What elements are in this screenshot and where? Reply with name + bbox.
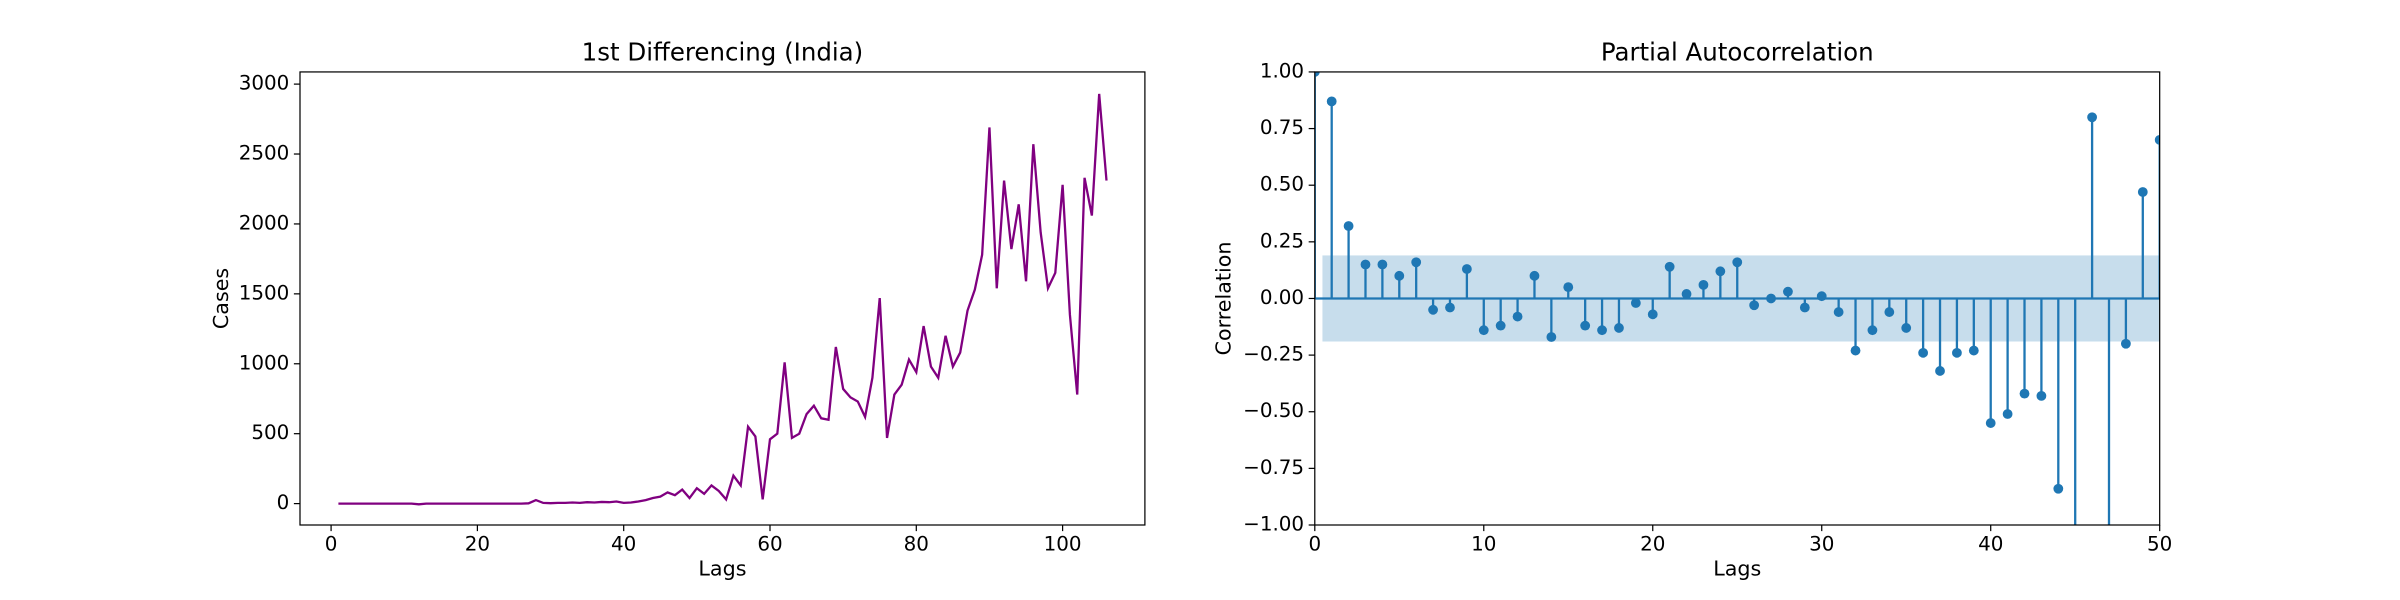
stem-marker	[1698, 279, 1709, 290]
stem-marker	[1952, 347, 1962, 358]
stem-marker	[1664, 261, 1675, 272]
stem-marker	[1461, 264, 1472, 274]
stem-marker	[1411, 257, 1422, 268]
x-tick-label: 40	[1978, 532, 2003, 555]
y-tick-label: 500	[251, 421, 289, 444]
x-tick-label: 30	[1809, 532, 1834, 555]
y-tick-label: 1500	[239, 281, 290, 304]
stem-marker	[1326, 96, 1337, 107]
stem-marker	[1478, 325, 1489, 336]
stem-marker	[1630, 298, 1641, 308]
stem-marker	[2053, 483, 2064, 494]
stem-marker	[1850, 345, 1861, 356]
stem-marker	[2036, 390, 2047, 401]
stem-marker	[2087, 112, 2097, 123]
stem-marker	[1732, 257, 1743, 268]
stem-marker	[1985, 418, 1996, 428]
stem-marker	[1884, 307, 1895, 317]
plot-area	[1314, 71, 2160, 575]
stem-marker	[1935, 366, 1945, 376]
stem-marker	[1968, 345, 1979, 356]
stem-marker	[1783, 286, 1793, 297]
x-tick-label: 40	[611, 532, 636, 555]
stem-marker	[1749, 300, 1760, 311]
x-axis-label: Lags	[698, 556, 746, 580]
y-tick-label: −1.00	[1243, 513, 1304, 536]
stem-marker	[1816, 291, 1827, 302]
stem-marker	[1799, 302, 1810, 313]
stem-marker	[1597, 325, 1607, 336]
x-tick-label: 10	[1471, 532, 1496, 555]
x-tick-label: 0	[1308, 532, 1321, 555]
y-tick-label: 0.25	[1260, 229, 1304, 252]
stem-marker	[1715, 266, 1726, 277]
y-axis-label: Correlation	[1211, 242, 1235, 356]
x-tick-label: 20	[465, 532, 490, 555]
stem-marker	[2137, 187, 2148, 197]
stem-marker	[1428, 304, 1438, 315]
y-tick-label: 0.00	[1260, 286, 1304, 309]
x-tick-label: 60	[757, 532, 782, 555]
stem-marker	[1445, 302, 1455, 313]
stem-marker	[2002, 409, 2013, 419]
y-tick-label: 3000	[239, 72, 290, 95]
stem-marker	[1901, 323, 1912, 333]
x-tick-label: 0	[325, 532, 338, 555]
stem-marker	[1614, 323, 1624, 333]
stem-marker	[1546, 332, 1557, 342]
stem-marker	[1314, 71, 1320, 77]
stem-marker	[1918, 347, 1929, 358]
x-tick-label: 80	[904, 532, 929, 555]
stem-marker	[1833, 307, 1844, 317]
stem-marker	[1394, 270, 1405, 281]
y-tick-label: 1.00	[1260, 59, 1304, 82]
chart-title: Partial Autocorrelation	[1601, 38, 1874, 67]
stem-marker	[1343, 221, 1354, 231]
stem-marker	[1563, 282, 1574, 293]
x-tick-label: 20	[1640, 532, 1665, 555]
stem-marker	[2121, 338, 2131, 349]
y-tick-label: 2000	[239, 211, 290, 234]
stem-marker	[1867, 325, 1878, 336]
x-tick-label: 100	[1044, 532, 1082, 555]
data-line	[338, 93, 1108, 506]
x-tick-label: 50	[2147, 532, 2172, 555]
stem-marker	[2104, 565, 2114, 575]
y-tick-label: −0.50	[1243, 399, 1304, 422]
stem-marker	[1529, 270, 1540, 281]
stem-marker	[1377, 259, 1388, 270]
stem-marker	[1580, 320, 1591, 331]
stem-marker	[1360, 259, 1371, 270]
y-tick-label: 1000	[239, 351, 290, 374]
y-tick-label: 0.50	[1260, 173, 1304, 196]
y-axis-label: Cases	[209, 268, 233, 329]
stem-marker	[2019, 388, 2030, 399]
plot-area	[338, 93, 1108, 506]
y-tick-label: −0.25	[1243, 343, 1304, 366]
stem-marker	[1495, 320, 1506, 331]
x-axis-label: Lags	[1713, 556, 1761, 580]
stem-marker	[1766, 293, 1776, 304]
stem-marker	[2154, 135, 2160, 145]
y-tick-label: 2500	[239, 142, 290, 165]
stem-marker	[1681, 289, 1692, 299]
stem-marker	[1512, 311, 1523, 322]
axes-frame	[1314, 71, 2161, 526]
y-tick-label: 0	[277, 491, 290, 514]
axes-frame	[299, 71, 1146, 526]
stem-marker	[1647, 309, 1658, 320]
y-tick-label: 0.75	[1260, 116, 1304, 139]
chart-title: 1st Differencing (India)	[582, 38, 864, 67]
y-tick-label: −0.75	[1243, 456, 1304, 479]
